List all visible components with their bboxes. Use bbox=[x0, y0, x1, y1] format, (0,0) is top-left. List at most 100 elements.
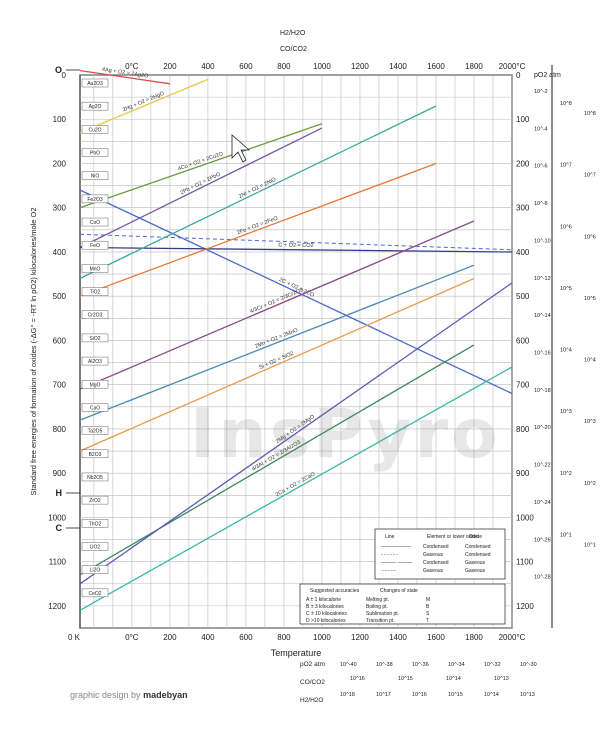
left-annotation: Nb2O5 bbox=[87, 475, 103, 481]
x-tick-bottom: 1000 bbox=[313, 633, 331, 642]
legend-state-cell: Condensed bbox=[423, 560, 449, 566]
legend-state-cell: —————— bbox=[381, 544, 411, 550]
legend-accuracy-cell: B ± 3 kilocalories bbox=[306, 604, 344, 610]
po2-tick: 10^-4 bbox=[534, 126, 548, 132]
y-tick-right: 900 bbox=[516, 469, 530, 478]
x-tick-top: 1000 bbox=[313, 62, 331, 71]
legend-state-header: Oxide bbox=[469, 534, 482, 540]
co2-reference-line bbox=[79, 233, 513, 251]
y-tick-right: 200 bbox=[516, 159, 530, 168]
left-annotation-box bbox=[81, 495, 109, 505]
bottom-po2-tick: 10^-30 bbox=[520, 662, 537, 668]
left-annotation: Fe2O3 bbox=[87, 197, 103, 203]
y-tick-left: 1000 bbox=[48, 513, 66, 522]
left-annotation: NiO bbox=[91, 174, 100, 180]
left-marker-H: H bbox=[56, 488, 63, 498]
bottom-h2-tick: 10^18 bbox=[340, 692, 355, 698]
y-tick-left: 300 bbox=[53, 204, 67, 213]
y-tick-right: 700 bbox=[516, 381, 530, 390]
x-tick-bottom: 1400 bbox=[389, 633, 407, 642]
y-tick-right: 800 bbox=[516, 425, 530, 434]
legend-state-cell: Condensed bbox=[465, 544, 491, 550]
po2-tick: 10^-14 bbox=[534, 313, 551, 319]
x-tick-bottom: 1800 bbox=[465, 633, 483, 642]
left-annotation: Al2O3 bbox=[88, 359, 102, 365]
y-tick-right: 500 bbox=[516, 292, 530, 301]
po2-tick: 10^-24 bbox=[534, 500, 551, 506]
left-annotation: SiO2 bbox=[89, 336, 100, 342]
y-tick-right: 1200 bbox=[516, 602, 534, 611]
bottom-po2-tick: 10^-36 bbox=[412, 662, 429, 668]
po2-tick: 10^-26 bbox=[534, 537, 551, 543]
left-annotation-box bbox=[81, 588, 109, 598]
left-annotation: Li2O bbox=[90, 568, 101, 574]
left-annotation-box bbox=[81, 217, 109, 227]
watermark-text: InsPyro bbox=[190, 395, 501, 474]
y-tick-left: 400 bbox=[53, 248, 67, 257]
bottom-po2-tick: 10^-40 bbox=[340, 662, 357, 668]
bottom-h2-tick: 10^13 bbox=[520, 692, 535, 698]
co-co2-tick: 10^4 bbox=[560, 348, 572, 354]
bottom-po2-label: pO2 atm bbox=[300, 661, 325, 668]
left-annotation-box bbox=[81, 333, 109, 343]
y-tick-left: 700 bbox=[53, 381, 67, 390]
h2-h2o-tick: 10^5 bbox=[584, 296, 596, 302]
credit-prefix: graphic design by bbox=[70, 690, 141, 700]
bottom-po2-tick: 10^-38 bbox=[376, 662, 393, 668]
legend-accuracy-cell: C ± 10 kilocalories bbox=[306, 611, 347, 617]
left-annotation: FeO bbox=[90, 243, 100, 249]
left-annotation-box bbox=[81, 125, 109, 134]
legend-accuracy-cell: Boiling pt. bbox=[366, 604, 388, 610]
series-line-1 bbox=[79, 78, 209, 134]
series-line-8 bbox=[79, 220, 475, 390]
co-co2-tick: 10^3 bbox=[560, 409, 572, 415]
bottom-co-label: CO/CO2 bbox=[300, 679, 325, 686]
y-tick-left: 100 bbox=[53, 115, 67, 124]
bottom-h2-label: H2/H2O bbox=[300, 697, 323, 704]
series-line-7 bbox=[79, 162, 437, 297]
po2-tick: 10^-6 bbox=[534, 164, 548, 170]
h2-h2o-tick: 10^4 bbox=[584, 358, 596, 364]
x-axis-title: Temperature bbox=[271, 648, 322, 658]
legend-accuracy-cell: Transition pt. bbox=[366, 618, 395, 624]
left-annotation: CoO bbox=[90, 220, 100, 226]
left-annotation-box bbox=[81, 171, 109, 180]
left-annotation-box bbox=[81, 449, 109, 459]
x-tick-top: 1800 bbox=[465, 62, 483, 71]
legend-accuracy-cell: Sublimation pt. bbox=[366, 611, 399, 617]
left-annotation: ZrO2 bbox=[89, 498, 101, 504]
legend-state-cell: -·-·-·-·- bbox=[381, 568, 396, 574]
bottom-po2-tick: 10^-32 bbox=[484, 662, 501, 668]
x-tick-top: 2000°C bbox=[499, 62, 526, 71]
h2-h2o-tick: 10^2 bbox=[584, 481, 596, 487]
legend-state-cell: - - - - - - bbox=[381, 552, 398, 558]
left-marker-C: C bbox=[56, 523, 63, 533]
x-tick-bottom: 800 bbox=[277, 633, 291, 642]
legend-state-cell: Gaseous bbox=[465, 560, 486, 566]
credit-author: madebyan bbox=[143, 690, 188, 700]
x-tick-bottom: 1600 bbox=[427, 633, 445, 642]
bottom-co-tick: 10^15 bbox=[398, 676, 413, 682]
y-tick-left: 900 bbox=[53, 469, 67, 478]
legend-state-cell: Gaseous bbox=[423, 552, 444, 558]
x-tick-top: 1400 bbox=[389, 62, 407, 71]
x-tick-bottom: 400 bbox=[201, 633, 215, 642]
left-annotation-box bbox=[81, 101, 109, 111]
series-line-9 bbox=[79, 264, 475, 421]
left-annotation-box bbox=[81, 403, 109, 412]
left-annotation-box bbox=[81, 380, 109, 389]
legend-accuracy-header: Suggested accuracies bbox=[310, 588, 360, 594]
h2-h2o-tick: 10^3 bbox=[584, 419, 596, 425]
left-annotation: MnO bbox=[90, 266, 101, 272]
left-annotation: Ag2O bbox=[89, 104, 102, 110]
co-co2-tick: 10^2 bbox=[560, 471, 572, 477]
legend-accuracy-cell: S bbox=[426, 611, 430, 617]
co-co2-top-label: CO/CO2 bbox=[280, 46, 307, 53]
co-co2-tick: 10^8 bbox=[560, 101, 572, 107]
po2-tick: 10^-16 bbox=[534, 351, 551, 357]
co-co2-tick: 10^5 bbox=[560, 286, 572, 292]
po2-tick: 10^-18 bbox=[534, 388, 551, 394]
left-marker-O: O bbox=[55, 65, 62, 75]
